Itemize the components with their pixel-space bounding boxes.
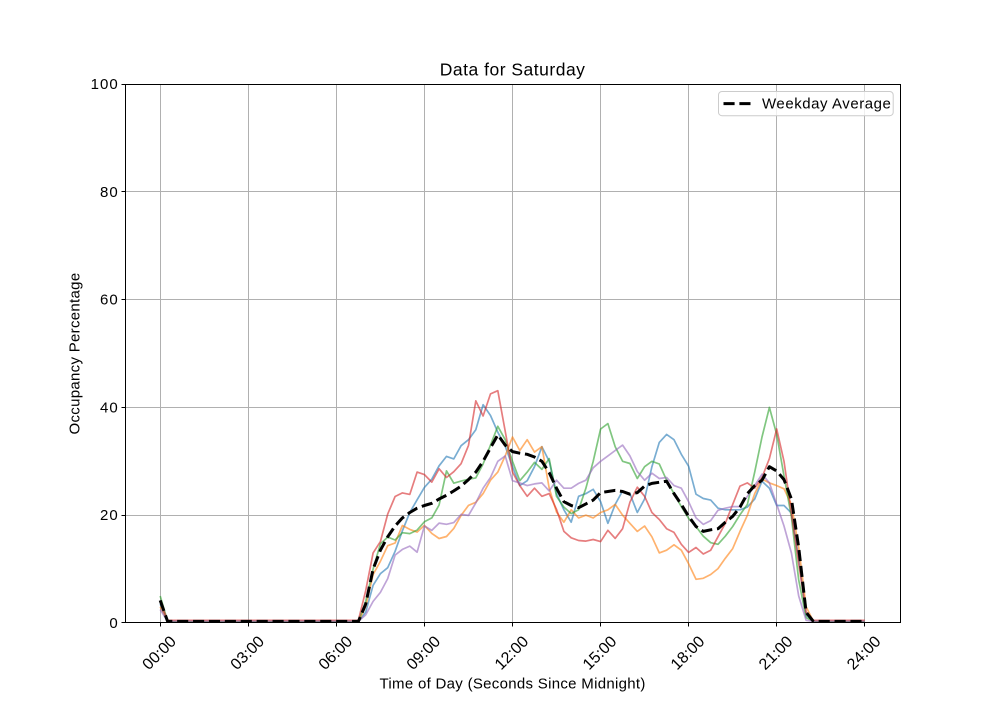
svg-text:20: 20 [100, 507, 119, 524]
svg-text:100: 100 [91, 76, 119, 93]
svg-text:Weekday Average: Weekday Average [762, 96, 891, 113]
svg-text:Data for Saturday: Data for Saturday [440, 60, 586, 80]
svg-text:80: 80 [100, 184, 119, 201]
svg-text:40: 40 [100, 399, 119, 416]
svg-text:Occupancy Percentage: Occupancy Percentage [67, 273, 84, 435]
svg-text:0: 0 [109, 615, 118, 632]
svg-text:60: 60 [100, 292, 119, 309]
svg-text:Time of Day (Seconds Since Mid: Time of Day (Seconds Since Midnight) [380, 676, 646, 693]
